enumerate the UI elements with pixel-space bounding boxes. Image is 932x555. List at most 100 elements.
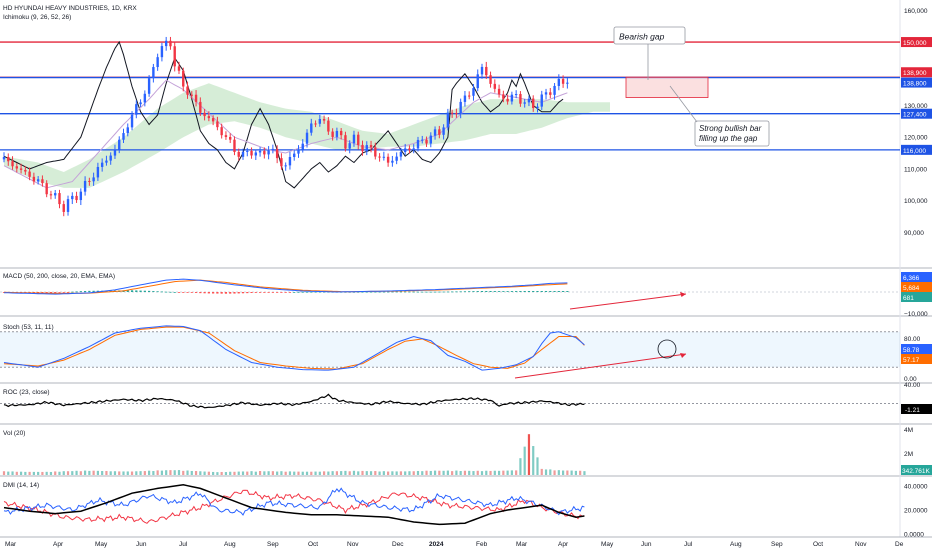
volume-bar [331,471,334,475]
volume-bar [322,471,326,475]
roc-axis[interactable]: 40.00 -1.21 [901,382,932,414]
candle-body [459,101,462,114]
level-price-tag: 150,000 [901,37,932,48]
volume-bar [122,471,125,475]
candle-body [36,179,40,182]
candle-body [540,94,543,107]
macd-hist-bar [54,292,57,293]
time-tick-label: Mar [516,541,528,548]
candle-body [493,83,497,89]
time-tick-label: Apr [53,541,64,548]
candle-body [246,150,249,152]
macd-hist-bar [126,290,129,292]
volume-bar [177,470,181,475]
candle-body [450,112,454,114]
volume-bar [173,470,176,475]
volume-bar [186,470,189,475]
candle-body [297,149,300,154]
volume-bar [88,470,91,475]
stoch-axis[interactable]: 80.00 0.00 58.78 57.17 [901,336,932,383]
macd-hist-bar [502,291,505,292]
macd-hist-bar [79,291,82,292]
macd-hist-bar [536,291,539,292]
time-axis[interactable]: Mar Apr May Jun Jul Aug Sep Oct Nov Dec 2024 Feb Mar… [5,541,904,548]
volume-bars [2,434,586,475]
candle-body [438,129,441,135]
volume-bar [83,470,87,475]
dmi-adx-line [3,484,585,526]
candle-body [514,94,518,96]
macd-hist-bar [421,291,424,293]
volume-bar [224,472,228,475]
volume-bar [532,446,535,475]
volume-bar [160,470,164,475]
volume-bar [365,471,368,475]
volume-bar [203,471,206,475]
macd-hist-bar [497,291,501,292]
volume-bar [335,471,338,475]
candle-body [160,46,164,58]
volume-bar [557,470,560,475]
value-tag-bg [901,344,932,354]
bearish-gap-callout[interactable]: Bearish gap [613,26,686,80]
candle-body [194,94,198,102]
macd-hist-bar [305,291,309,293]
stoch-title: Stoch (53, 11, 11) [3,324,54,331]
candle-body [229,136,232,140]
volume-title: Vol (20) [3,430,25,437]
candle-body [403,148,407,152]
macd-hist-bar [263,292,266,293]
volume-bar [92,470,95,475]
macd-hist-bar [267,292,270,293]
macd-hist-bar [391,291,394,293]
value-tag-label: 58.78 [903,347,920,354]
macd-hist-bar [139,290,142,292]
volume-bar [139,471,142,475]
macd-hist-bar [71,291,74,293]
volume-bar [37,471,40,475]
volume-bar [105,470,108,475]
candle-body [374,147,377,157]
price-axis[interactable]: 90,000100,000110,000120,000130,000140,00… [901,8,932,237]
volume-bar [113,471,117,475]
volume-bar [536,457,539,475]
macd-hist-bar [357,291,360,293]
candle-body [109,155,112,161]
macd-hist-bar [523,291,526,292]
candle-body [314,123,317,125]
macd-hist-bar [408,291,411,293]
macd-hist-bar [88,290,91,292]
macd-hist-bar [433,291,437,293]
macd-hist-bar [83,291,87,292]
macd-hist-bar [412,291,415,293]
candle-body [553,85,556,95]
macd-hist-bar [92,290,95,292]
volume-bar [579,470,582,475]
macd-hist-bar [207,292,210,294]
volume-axis[interactable]: 4M 2M 342.761K [901,427,932,475]
macd-hist-bar [216,292,219,294]
macd-hist-bar [58,292,61,293]
dmi-axis[interactable]: 40.0000 20.0000 0.0000 [904,484,928,539]
candle-body [96,166,100,178]
candle-body [190,94,193,96]
volume-bar [169,470,172,475]
volume-bar [570,470,573,475]
macd-axis[interactable]: −10,000 6,366 5,684 681 [901,272,932,318]
candle-body [549,92,552,95]
volume-bar [54,471,57,475]
candle-body [250,150,253,156]
volume-bar [506,470,509,475]
macd-hist-bar [280,292,283,293]
volume-bar [468,470,471,475]
macd-hist-bar [271,292,274,293]
volume-bar [549,469,552,475]
macd-hist-bar [489,291,492,292]
time-tick-label: Oct [308,541,318,548]
macd-hist-bar [374,291,377,293]
volume-bar [314,471,317,475]
candle-body [220,127,223,136]
volume-bar [229,471,232,475]
